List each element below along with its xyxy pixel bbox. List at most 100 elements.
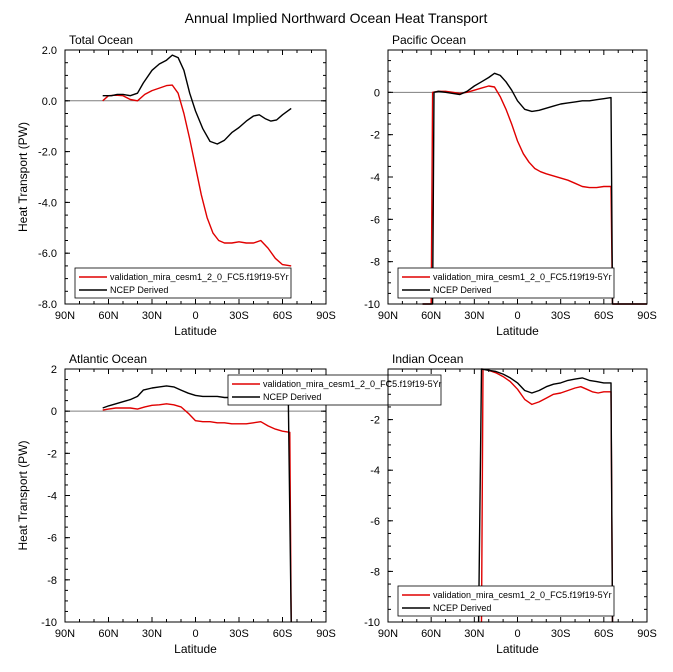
- legend-label: NCEP Derived: [433, 603, 491, 613]
- legend: validation_mira_cesm1_2_0_FC5.f19f19-5Yr…: [397, 585, 615, 617]
- panel-title: Pacific Ocean: [392, 33, 466, 47]
- x-tick-label: 60S: [594, 310, 614, 322]
- legend: validation_mira_cesm1_2_0_FC5.f19f19-5Yr…: [227, 374, 442, 406]
- panel-atlantic-ocean: Atlantic Ocean 90N 60N 30N 0 30S 60S 90S 2 0 -2 -4 -…: [16, 352, 442, 656]
- y-tick-label: -2.0: [38, 147, 57, 159]
- y-tick-label: -6.0: [38, 248, 57, 260]
- legend-box: [397, 585, 615, 617]
- y-tick-label: -2: [47, 448, 57, 460]
- legend-box: [74, 267, 292, 299]
- y-axis-label: Heat Transport (PW): [16, 440, 30, 550]
- legend: validation_mira_cesm1_2_0_FC5.f19f19-5Yr…: [74, 267, 292, 299]
- series-line-model: [102, 403, 292, 623]
- y-tick-label: 0.0: [42, 96, 57, 108]
- y-tick-label: -8: [47, 575, 57, 587]
- y-tick-label: -4: [47, 491, 57, 503]
- x-tick-label: 0: [514, 310, 520, 322]
- x-axis-label: Latitude: [174, 324, 217, 338]
- legend-label: validation_mira_cesm1_2_0_FC5.f19f19-5Yr: [433, 272, 612, 282]
- figure-title: Annual Implied Northward Ocean Heat Tran…: [185, 10, 488, 26]
- x-tick-label: 0: [192, 628, 198, 640]
- series-group: [102, 54, 292, 267]
- plot-frame: [387, 49, 648, 305]
- legend: validation_mira_cesm1_2_0_FC5.f19f19-5Yr…: [397, 267, 615, 299]
- series-line-ncep: [477, 368, 614, 623]
- y-tick-label: -2: [370, 415, 380, 427]
- panel-title: Total Ocean: [69, 33, 133, 47]
- y-tick-label: -6: [370, 214, 380, 226]
- x-tick-label: 60S: [273, 310, 293, 322]
- legend-box: [227, 374, 442, 406]
- series-line-model: [480, 368, 614, 623]
- y-tick-label: -8.0: [38, 299, 57, 311]
- x-tick-label: 90S: [316, 628, 336, 640]
- panel-indian-ocean: Indian Ocean 90N 60N 30N 0 30S 60S 90S -2 -4 -6 -8 -…: [364, 352, 657, 656]
- x-axis-label: Latitude: [496, 324, 539, 338]
- y-tick-label: 0: [374, 87, 380, 99]
- x-tick-label: 30N: [142, 628, 162, 640]
- legend-label: NCEP Derived: [263, 392, 321, 402]
- y-tick-label: -6: [47, 533, 57, 545]
- panel-total-ocean: Total Ocean 90N 60N 30N 0 30S 60S 90S 2.0 0.0 -2.0…: [16, 33, 336, 338]
- panels: Total Ocean 90N 60N 30N 0 30S 60S 90S 2.0 0.0 -2.0…: [16, 33, 657, 656]
- x-tick-label: 0: [514, 628, 520, 640]
- y-tick-label: 2.0: [42, 45, 57, 57]
- x-tick-label: 60N: [98, 310, 118, 322]
- x-tick-label: 0: [192, 310, 198, 322]
- x-tick-label: 30S: [551, 628, 571, 640]
- x-tick-label: 90S: [637, 628, 657, 640]
- x-tick-label: 60S: [273, 628, 293, 640]
- panel-title: Atlantic Ocean: [69, 352, 147, 366]
- y-tick-label: -4.0: [38, 197, 57, 209]
- y-tick-label: -8: [370, 257, 380, 269]
- y-tick-label: -10: [364, 617, 380, 629]
- plot-frame: [387, 368, 648, 623]
- series-line-model: [102, 84, 292, 267]
- series-line-ncep: [422, 72, 647, 305]
- x-tick-label: 60N: [421, 310, 441, 322]
- x-tick-label: 30N: [464, 628, 484, 640]
- panel-title: Indian Ocean: [392, 352, 463, 366]
- legend-label: NCEP Derived: [433, 285, 491, 295]
- legend-label: validation_mira_cesm1_2_0_FC5.f19f19-5Yr: [433, 590, 612, 600]
- x-tick-label: 60N: [421, 628, 441, 640]
- x-tick-label: 60N: [98, 628, 118, 640]
- x-tick-label: 30N: [464, 310, 484, 322]
- y-tick-label: -4: [370, 465, 380, 477]
- legend-box: [397, 267, 615, 299]
- x-tick-label: 30S: [229, 310, 249, 322]
- series-line-model: [422, 85, 647, 305]
- x-tick-label: 90S: [637, 310, 657, 322]
- x-tick-label: 60S: [594, 628, 614, 640]
- x-tick-label: 90N: [378, 628, 398, 640]
- x-axis-label: Latitude: [174, 642, 217, 656]
- series-group: [477, 368, 614, 623]
- series-group: [102, 385, 292, 623]
- y-tick-label: -6: [370, 516, 380, 528]
- x-tick-label: 90N: [55, 310, 75, 322]
- x-tick-label: 30S: [551, 310, 571, 322]
- plot-frame: [64, 49, 327, 305]
- y-tick-label: -10: [364, 299, 380, 311]
- x-tick-label: 90S: [316, 310, 336, 322]
- plot-frame: [64, 368, 327, 623]
- x-tick-label: 90N: [378, 310, 398, 322]
- y-tick-label: -8: [370, 566, 380, 578]
- y-tick-label: 2: [51, 364, 57, 376]
- series-group: [422, 72, 647, 305]
- y-axis-label: Heat Transport (PW): [16, 122, 30, 232]
- y-tick-label: -2: [370, 130, 380, 142]
- legend-label: NCEP Derived: [110, 285, 168, 295]
- y-tick-label: -10: [41, 617, 57, 629]
- legend-label: validation_mira_cesm1_2_0_FC5.f19f19-5Yr: [110, 272, 289, 282]
- x-axis-label: Latitude: [496, 642, 539, 656]
- series-line-ncep: [102, 54, 292, 145]
- x-tick-label: 30N: [142, 310, 162, 322]
- legend-label: validation_mira_cesm1_2_0_FC5.f19f19-5Yr: [263, 379, 442, 389]
- y-tick-label: -4: [370, 172, 380, 184]
- y-tick-label: 0: [51, 406, 57, 418]
- x-tick-label: 90N: [55, 628, 75, 640]
- x-tick-label: 30S: [229, 628, 249, 640]
- panel-pacific-ocean: Pacific Ocean 90N 60N 30N 0 30S 60S 90S 0 -2 -4 -6 -…: [364, 33, 657, 338]
